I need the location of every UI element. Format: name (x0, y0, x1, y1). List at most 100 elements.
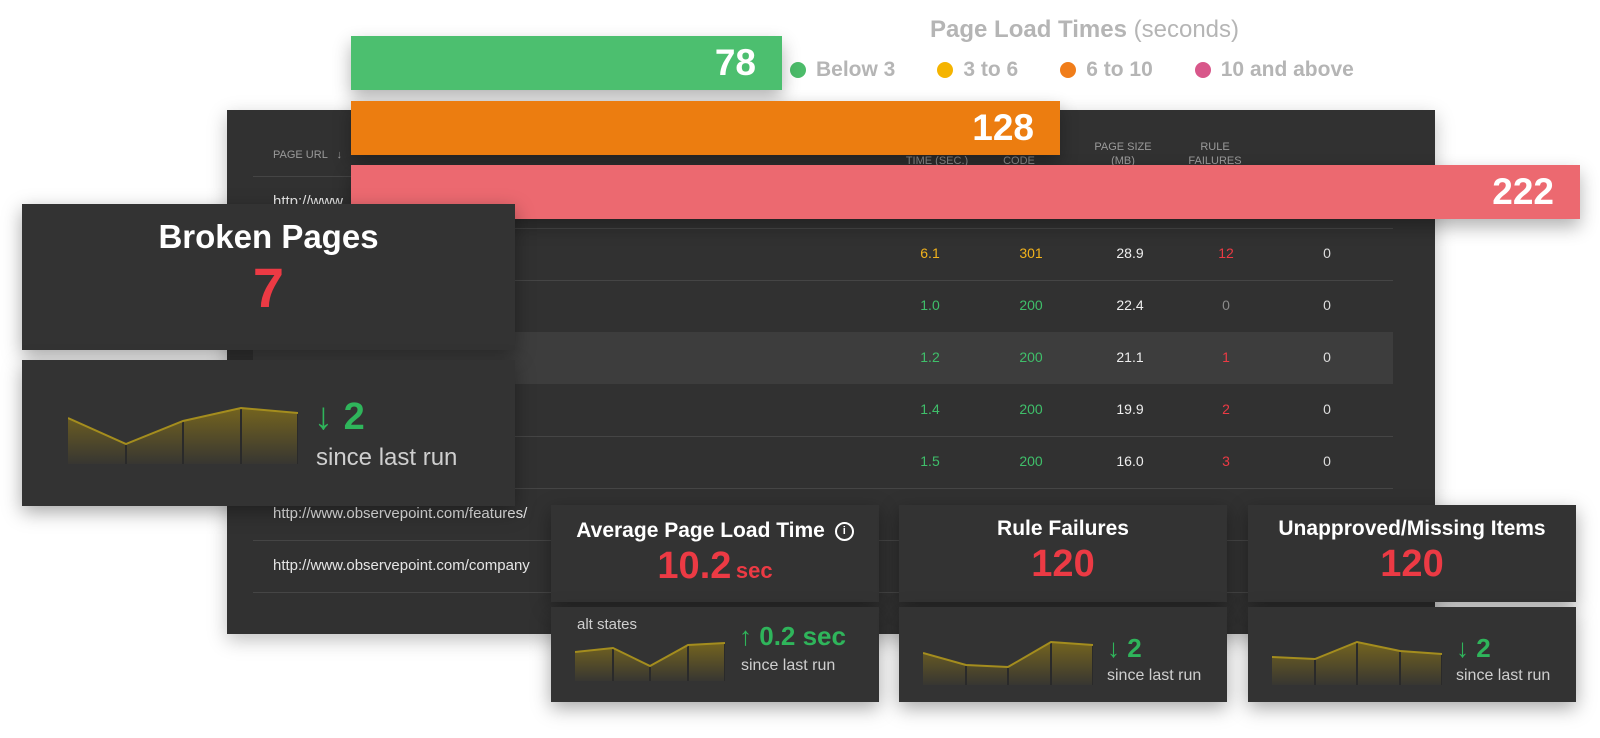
cell-status-code: 200 (1019, 401, 1043, 417)
arrow-down-icon: ↓ (1456, 633, 1469, 663)
cell-status-code: 200 (1019, 297, 1043, 313)
table-row[interactable]: 1.0 200 22.4 0 0 (253, 280, 1393, 332)
column-header-page-url[interactable]: PAGE URL ↓ (273, 148, 342, 162)
cell-rule-failures: 1 (1222, 349, 1230, 365)
cell-status-code: 200 (1019, 349, 1043, 365)
legend-label: 3 to 6 (963, 58, 1019, 81)
avg-load-title: Average Page Load Time i (551, 519, 879, 543)
rule-failures-card[interactable]: Rule Failures 120 (899, 505, 1227, 602)
table-row[interactable]: 6.1 301 28.9 12 0 (253, 228, 1393, 280)
avg-load-trend-card: alt states ↑ 0.2 sec since last run (551, 607, 879, 702)
unapproved-value: 120 (1380, 543, 1444, 585)
unapproved-delta: ↓ 2 (1456, 633, 1491, 664)
cell-load-time: 1.5 (920, 453, 940, 469)
cell-load-time: 6.1 (920, 245, 940, 261)
delta-value: 2 (1476, 633, 1491, 663)
legend-label: 6 to 10 (1086, 58, 1153, 81)
avg-load-card[interactable]: Average Page Load Time i 10.2 sec (551, 505, 879, 602)
cell-rule-failures: 12 (1218, 245, 1234, 261)
cell-status-code: 200 (1019, 453, 1043, 469)
avg-load-delta: ↑ 0.2 sec (739, 621, 846, 652)
cell-page-size: 21.1 (1116, 349, 1144, 365)
rule-failures-delta: ↓ 2 (1107, 633, 1142, 664)
row-divider (253, 228, 1393, 229)
sparkline-line (575, 642, 725, 668)
since-last-run: since last run (1107, 667, 1202, 684)
info-icon[interactable]: i (834, 521, 854, 541)
sparkline-line (1272, 640, 1442, 661)
cell-load-time: 1.0 (920, 297, 940, 313)
unapproved-items-card[interactable]: Unapproved/Missing Items 120 (1248, 505, 1576, 602)
legend-dot-pink (1194, 62, 1211, 78)
bar-value: 222 (1492, 171, 1554, 212)
cell-rule-failures: 0 (1222, 297, 1230, 313)
rule-failures-trend-card: ↓ 2 since last run (899, 607, 1227, 702)
bar-value: 128 (972, 107, 1034, 148)
cell-extra: 0 (1323, 245, 1331, 261)
cell-extra: 0 (1323, 401, 1331, 417)
cell-rule-failures: 3 (1222, 453, 1230, 469)
bar-6-to-10: 128 (351, 101, 1060, 155)
avg-load-sparkline (575, 642, 725, 681)
arrow-up-icon: ↑ (739, 621, 752, 651)
legend-dot-yellow (937, 62, 954, 78)
bar-value: 78 (714, 42, 756, 83)
bar-below-3: 78 (351, 36, 782, 90)
avg-load-value: 10.2 sec (551, 545, 879, 588)
cell-rule-failures: 2 (1222, 401, 1230, 417)
cell-load-time: 1.4 (920, 401, 940, 417)
cell-status-code: 301 (1019, 245, 1043, 261)
header-label: PAGE URL (273, 149, 328, 161)
cell-page-size: 16.0 (1116, 453, 1144, 469)
cell-page-size: 19.9 (1116, 401, 1144, 417)
legend-unit: (seconds) (1133, 16, 1240, 43)
unapproved-title: Unapproved/Missing Items (1278, 517, 1546, 540)
arrow-down-icon: ↓ (1107, 633, 1120, 663)
since-last-run: since last run (741, 657, 836, 674)
broken-pages-card[interactable]: Broken Pages 7 (22, 204, 515, 350)
table-row[interactable]: http://www.observepoint.com/features/ (253, 488, 1393, 540)
legend-title-text: Page Load Times (930, 16, 1127, 43)
rule-failures-sparkline (923, 640, 1093, 685)
delta-value: 2 (1127, 633, 1142, 663)
since-last-run: since last run (1456, 667, 1551, 684)
delta-value: 0.2 sec (759, 621, 846, 651)
unapproved-sparkline (1272, 640, 1442, 685)
row-url[interactable]: http://www.observepoint.com/company (273, 557, 530, 574)
legend-item-below-3: Below 3 (790, 58, 895, 82)
column-header-rule-failures[interactable]: RULE FAILURES (1188, 141, 1242, 167)
sparkline-line (68, 406, 298, 446)
sparkline-line (923, 640, 1093, 669)
table-row[interactable]: http://www.observepoint.com/company (253, 540, 1393, 592)
broken-pages-delta: ↓ 2 (314, 396, 365, 439)
alt-states-label: alt states (577, 616, 638, 633)
avg-load-title-text: Average Page Load Time (576, 519, 825, 542)
table-row[interactable]: 1.4 200 19.9 2 0 (253, 384, 1393, 436)
legend-dot-green (790, 62, 806, 78)
broken-pages-trend-card: ↓ 2 since last run (22, 360, 515, 506)
cell-extra: 0 (1323, 453, 1331, 469)
table-row[interactable]: 1.5 200 16.0 3 0 (253, 436, 1393, 488)
bar-10-and-above: 222 (351, 165, 1580, 219)
cell-page-size: 28.9 (1116, 245, 1144, 261)
legend-dot-orange (1060, 62, 1077, 78)
legend-item-6-to-10: 6 to 10 (1060, 58, 1153, 82)
cell-extra: 0 (1323, 349, 1331, 365)
sort-down-icon[interactable]: ↓ (336, 149, 342, 161)
page-load-times-title: Page Load Times (seconds) (930, 16, 1239, 44)
rule-failures-value: 120 (1031, 543, 1095, 585)
cell-load-time: 1.2 (920, 349, 940, 365)
avg-load-number: 10.2 (657, 545, 732, 587)
arrow-down-icon: ↓ (314, 396, 333, 438)
legend-item-10-and-above: 10 and above (1194, 58, 1354, 82)
legend-label: Below 3 (816, 58, 896, 81)
row-divider (253, 488, 1393, 489)
broken-pages-value: 7 (252, 256, 285, 319)
delta-value: 2 (343, 396, 365, 438)
unapproved-trend-card: ↓ 2 since last run (1248, 607, 1576, 702)
avg-load-unit: sec (735, 558, 773, 583)
row-url[interactable]: http://www.observepoint.com/features/ (273, 505, 528, 522)
legend-item-3-to-6: 3 to 6 (937, 58, 1018, 82)
row-divider (253, 436, 1393, 437)
column-header-page-size[interactable]: PAGE SIZE (mb) (1094, 141, 1152, 167)
